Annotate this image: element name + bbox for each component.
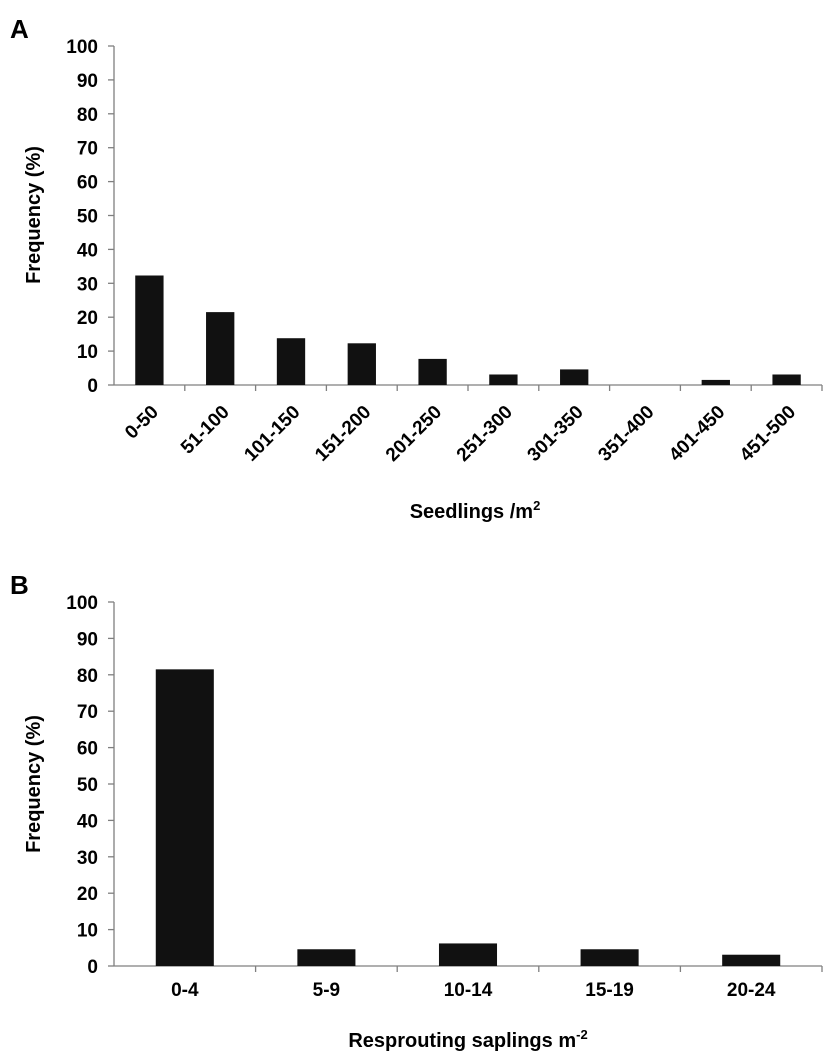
x-tick-label: 15-19 [585, 980, 634, 1001]
y-tick-label: 90 [77, 71, 98, 92]
x-tick-label: 101-150 [240, 402, 304, 466]
chart-panel-a: A 0 10 20 30 40 50 60 70 80 90 100 0-50 51-100 101-1… [10, 14, 823, 523]
bar [580, 949, 639, 966]
y-tick-label: 50 [77, 207, 98, 228]
bar [438, 943, 498, 966]
y-tick-label: 40 [77, 811, 98, 832]
x-axis-title-a-sup: 2 [533, 498, 540, 513]
x-tick-label: 51-100 [177, 402, 234, 459]
y-ticks-b: 0 10 20 30 40 50 60 70 80 90 100 [66, 593, 114, 978]
y-tick-label: 20 [77, 884, 98, 905]
x-tick-label: 451-500 [736, 402, 800, 466]
x-ticks-b: 0-4 5-9 10-14 15-19 20-24 [171, 966, 823, 1001]
x-tick-label: 301-350 [524, 402, 588, 466]
x-tick-label: 251-300 [453, 402, 517, 466]
bar [347, 343, 376, 385]
y-tick-label: 90 [77, 629, 98, 650]
x-tick-label: 401-450 [665, 402, 729, 466]
x-tick-label: 0-4 [171, 980, 199, 1001]
bar [297, 949, 356, 966]
bar [135, 275, 164, 385]
bars-b [155, 669, 781, 966]
x-tick-label: 10-14 [444, 980, 493, 1001]
chart-panel-b: B 0 10 20 30 40 50 60 70 80 90 100 0-4 5-9 10-14 15-1… [10, 570, 823, 1052]
y-tick-label: 60 [77, 173, 98, 194]
bar [701, 379, 730, 385]
x-tick-label: 5-9 [313, 980, 340, 1001]
x-axis-title-a: Seedlings /m2 [410, 498, 541, 523]
y-tick-label: 80 [77, 105, 98, 126]
x-tick-label: 151-200 [311, 402, 375, 466]
bar [722, 954, 781, 966]
bar [206, 312, 235, 385]
y-tick-label: 30 [77, 848, 98, 869]
panel-label-a: A [10, 14, 29, 44]
y-tick-label: 0 [87, 376, 98, 397]
bar [418, 358, 447, 385]
y-tick-label: 0 [87, 957, 98, 978]
x-axis-title-b: Resprouting saplings m-2 [348, 1027, 587, 1052]
bar [155, 669, 214, 966]
x-axis-title-b-sup: -2 [576, 1027, 588, 1042]
panel-label-b: B [10, 570, 29, 600]
y-tick-label: 70 [77, 702, 98, 723]
x-tick-label: 0-50 [121, 402, 163, 444]
y-tick-label: 10 [77, 342, 98, 363]
y-tick-label: 100 [66, 593, 98, 614]
y-axis-title-a: Frequency (%) [23, 146, 45, 284]
bar [772, 374, 801, 385]
bar [489, 374, 518, 385]
y-tick-label: 80 [77, 666, 98, 687]
x-axis-title-a-text: Seedlings /m [410, 501, 533, 523]
y-tick-label: 50 [77, 775, 98, 796]
y-tick-label: 20 [77, 308, 98, 329]
y-tick-label: 70 [77, 139, 98, 160]
y-axis-title-b: Frequency (%) [23, 715, 45, 853]
x-tick-label: 20-24 [727, 980, 776, 1001]
y-tick-label: 30 [77, 274, 98, 295]
y-tick-label: 10 [77, 921, 98, 942]
y-tick-label: 40 [77, 240, 98, 261]
x-ticks-a: 0-50 51-100 101-150 151-200 201-250 251-300 30… [121, 385, 823, 466]
bar [560, 369, 589, 385]
bars-a [135, 275, 801, 385]
bar [276, 338, 306, 385]
x-tick-label: 201-250 [382, 402, 446, 466]
y-tick-label: 100 [66, 37, 98, 58]
y-ticks-a: 0 10 20 30 40 50 60 70 80 90 100 [66, 37, 114, 397]
y-tick-label: 60 [77, 739, 98, 760]
x-axis-title-b-text: Resprouting saplings m [348, 1030, 576, 1052]
x-tick-label: 351-400 [594, 402, 658, 466]
